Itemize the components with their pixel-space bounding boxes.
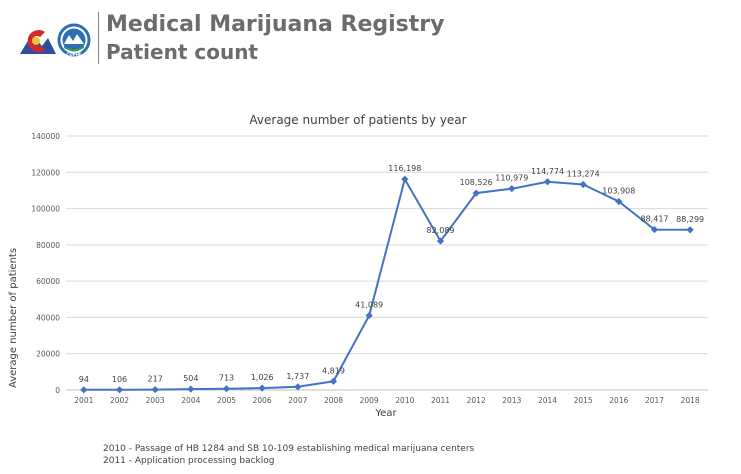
y-tick-label: 60000	[36, 277, 60, 286]
data-point	[543, 178, 552, 186]
logos-svg: COPHE	[20, 23, 91, 57]
x-tick-label: 2015	[574, 396, 593, 405]
data-label: 108,526	[460, 178, 493, 187]
x-tick-label: 2018	[681, 396, 700, 405]
x-tick-label: 2011	[431, 396, 450, 405]
data-label: 4,819	[322, 366, 345, 375]
data-label: 106	[112, 375, 127, 384]
data-point	[686, 226, 694, 234]
x-tick-label: 2016	[609, 396, 628, 405]
data-point	[222, 385, 231, 393]
chart-title: Average number of patients by year	[249, 113, 466, 127]
y-tick-label: 120000	[31, 168, 60, 177]
data-label: 82,089	[427, 226, 455, 235]
x-tick-label: 2005	[217, 396, 236, 405]
data-point	[80, 386, 88, 394]
data-label: 504	[183, 374, 198, 383]
page-title: Medical Marijuana Registry	[106, 12, 445, 37]
data-label: 88,299	[676, 215, 704, 224]
gridlines	[66, 135, 708, 391]
y-tick-label: 80000	[36, 241, 60, 250]
x-tick-label: 2003	[146, 396, 165, 405]
x-axis-ticks: 2001 2002 2003 2004 2005 2006 2007 2008 2009 2010…	[74, 396, 700, 405]
chart-notes: 2010 - Passage of HB 1284 and SB 10-109 …	[103, 443, 474, 467]
x-tick-label: 2006	[253, 396, 272, 405]
x-tick-label: 2007	[288, 396, 307, 405]
data-point	[187, 385, 195, 393]
data-label: 1,737	[286, 372, 309, 381]
data-label: 88,417	[641, 215, 669, 224]
note-2010: 2010 - Passage of HB 1284 and SB 10-109 …	[103, 444, 475, 454]
page-subtitle: Patient count	[106, 40, 258, 64]
colorado-logo-icon	[20, 30, 56, 54]
y-axis-ticks: 0 20000 40000 60000 80000 100000 120000 140000	[31, 132, 60, 395]
x-tick-label: 2001	[74, 396, 93, 405]
data-point	[115, 386, 124, 394]
data-point	[579, 180, 587, 189]
page-header: COPHE Medical Marijuana Registry Patient…	[18, 10, 718, 66]
data-label: 114,774	[531, 167, 564, 176]
data-point	[650, 225, 659, 234]
data-label: 1,026	[251, 373, 274, 382]
x-tick-label: 2017	[645, 396, 664, 405]
y-tick-label: 0	[55, 386, 60, 395]
series-line	[83, 176, 691, 391]
y-tick-label: 100000	[31, 205, 60, 214]
x-tick-label: 2014	[538, 396, 557, 405]
y-tick-label: 140000	[31, 132, 60, 141]
x-tick-label: 2004	[181, 396, 200, 405]
note-2011: 2011 - Application processing backlog	[103, 456, 275, 466]
data-label: 110,979	[495, 174, 528, 183]
title-divider	[98, 12, 99, 64]
data-point	[508, 185, 516, 193]
y-tick-label: 40000	[36, 313, 60, 322]
x-tick-label: 2008	[324, 396, 343, 405]
data-label: 103,908	[602, 186, 635, 195]
x-tick-label: 2010	[395, 396, 414, 405]
x-tick-label: 2013	[502, 396, 521, 405]
y-tick-label: 20000	[36, 350, 60, 359]
x-tick-label: 2009	[360, 396, 379, 405]
logo-group: COPHE	[18, 16, 96, 60]
data-point	[151, 386, 159, 394]
x-tick-label: 2012	[467, 396, 486, 405]
data-point	[436, 237, 445, 245]
data-label: 113,274	[567, 169, 600, 178]
data-label: 217	[148, 375, 163, 384]
line-chart: Average number of patients by year 0 2000…	[8, 113, 708, 419]
data-point	[401, 175, 409, 183]
data-label: 116,198	[388, 164, 421, 173]
data-point	[365, 311, 373, 320]
data-point	[615, 197, 623, 206]
data-label: 94	[79, 375, 89, 384]
data-label: 713	[219, 374, 234, 383]
cdphe-logo-text: COPHE	[66, 52, 82, 57]
data-point	[258, 384, 266, 392]
cdphe-logo-icon: COPHE	[57, 23, 91, 57]
data-label: 41,089	[355, 300, 383, 309]
data-labels: 94 106 217 504 713 1,026 1,737 4,819 41,089 116,1…	[79, 164, 704, 384]
y-axis-label: Average number of patients	[8, 248, 19, 388]
x-tick-label: 2002	[110, 396, 129, 405]
data-point	[329, 377, 338, 385]
x-axis-label: Year	[374, 408, 397, 419]
data-point	[294, 383, 302, 391]
